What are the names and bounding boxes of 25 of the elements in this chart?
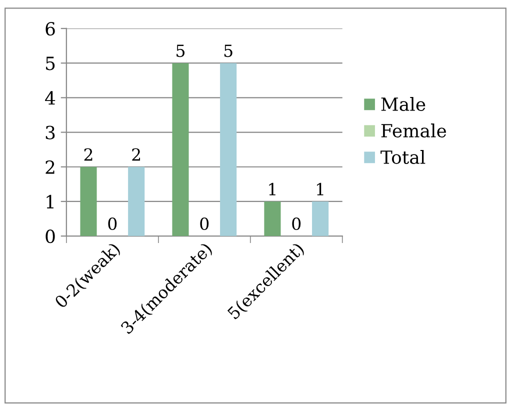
- data-label: 0: [200, 217, 209, 230]
- data-label: 5: [176, 44, 184, 58]
- y-tick-label: 1: [46, 194, 54, 208]
- data-label: 0: [292, 217, 301, 230]
- y-tick-label: 0: [46, 230, 55, 244]
- bar: [128, 166, 145, 236]
- bar: [80, 166, 97, 236]
- data-label: 5: [224, 44, 232, 58]
- data-label: 2: [132, 148, 140, 161]
- legend-label: Female: [381, 124, 446, 138]
- data-label: 2: [84, 148, 92, 161]
- legend-label: Total: [380, 150, 426, 164]
- data-label: 1: [317, 182, 324, 196]
- y-tick-label: 2: [46, 160, 54, 174]
- bar: [312, 201, 329, 236]
- data-label: 1: [269, 182, 276, 196]
- legend-label: Male: [381, 97, 426, 112]
- y-tick-label: 3: [46, 126, 55, 140]
- bar: [264, 201, 281, 236]
- y-tick-label: 4: [45, 91, 56, 105]
- bar: [172, 63, 189, 236]
- bar: [220, 63, 237, 236]
- data-label: 0: [108, 217, 117, 230]
- y-tick-label: 6: [46, 22, 55, 36]
- y-tick-label: 5: [46, 56, 55, 70]
